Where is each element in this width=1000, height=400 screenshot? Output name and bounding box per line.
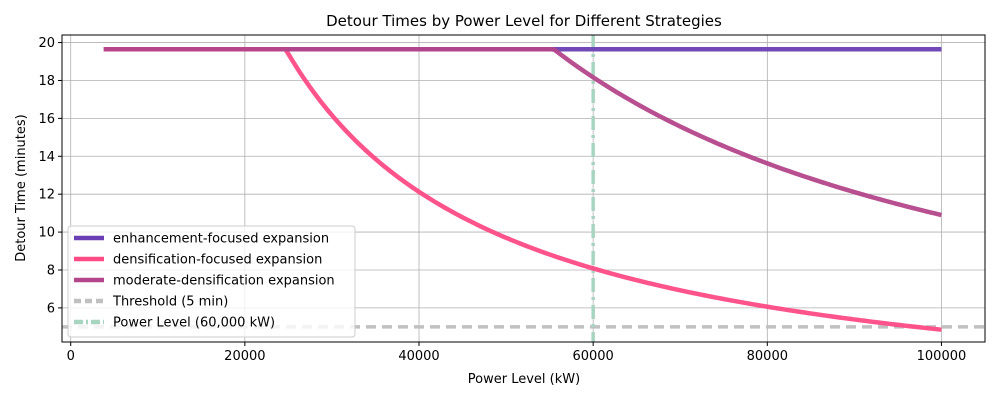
legend-label: moderate-densification expansion [113, 274, 335, 289]
x-tick-label: 20000 [224, 349, 265, 364]
grid-lines [62, 35, 985, 342]
legend: enhancement-focused expansion densificati… [67, 225, 356, 338]
x-tick-label: 60000 [572, 349, 613, 364]
y-tick-label: 18 [38, 74, 55, 89]
x-tick-label: 0 [67, 349, 75, 364]
y-axis-label: Detour Time (minutes) [14, 114, 29, 262]
y-axis-ticks: 6 8 10 12 14 16 18 20 [38, 36, 62, 316]
legend-label: Threshold (5 min) [112, 295, 228, 310]
x-tick-label: 80000 [747, 349, 788, 364]
y-tick-label: 12 [38, 188, 55, 203]
x-axis-ticks: 0 20000 40000 60000 80000 100000 [67, 342, 967, 364]
plot-frame [61, 34, 986, 343]
y-tick-label: 8 [47, 263, 55, 278]
legend-box [67, 225, 356, 338]
series-line-2 [103, 46, 942, 218]
legend-label: densification-focused expansion [113, 253, 322, 268]
y-tick-label: 20 [38, 36, 55, 51]
y-tick-label: 10 [38, 226, 55, 241]
chart-title: Detour Times by Power Level for Differen… [326, 12, 722, 30]
x-tick-label: 40000 [398, 349, 439, 364]
x-tick-label: 100000 [917, 349, 967, 364]
y-tick-label: 14 [38, 150, 55, 165]
y-tick-label: 6 [47, 301, 55, 316]
series-lines [103, 46, 942, 332]
x-axis-label: Power Level (kW) [468, 372, 580, 387]
y-tick-label: 16 [38, 112, 55, 127]
legend-label: Power Level (60,000 kW) [113, 316, 275, 331]
legend-label: enhancement-focused expansion [113, 232, 329, 247]
